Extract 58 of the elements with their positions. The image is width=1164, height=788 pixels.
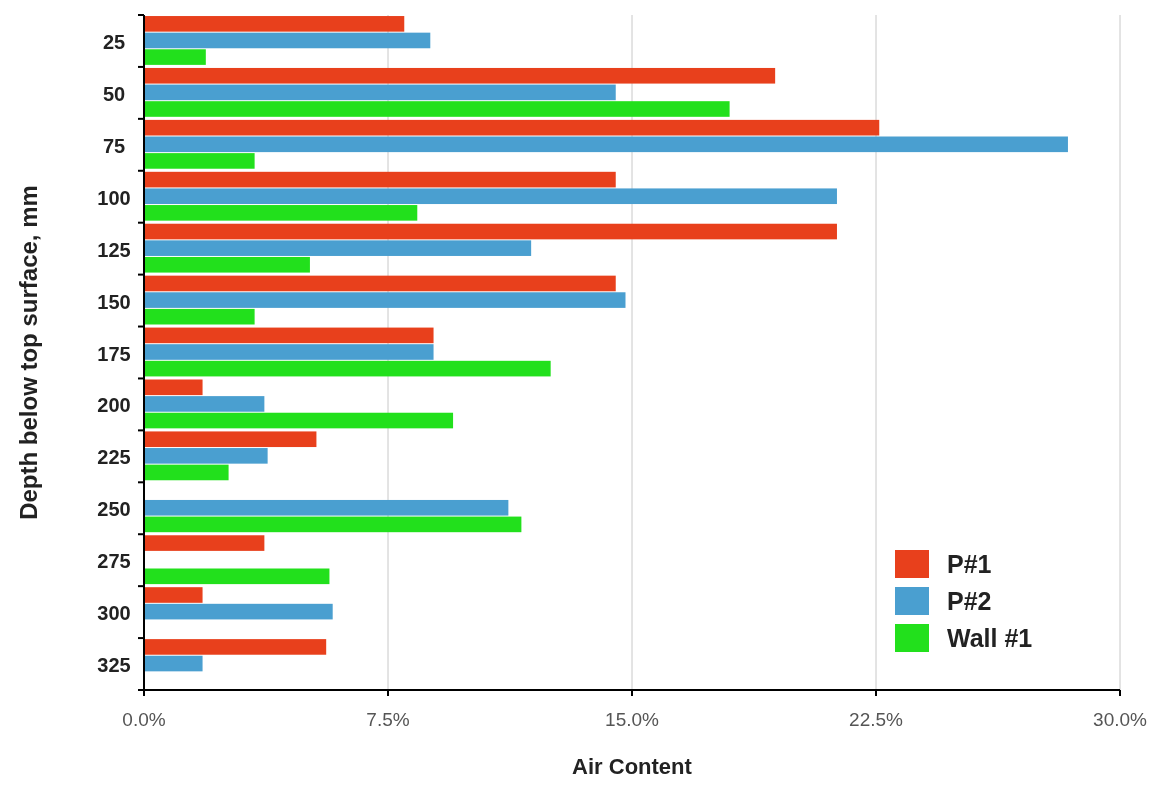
x-tick-label: 30.0% [1093, 709, 1148, 730]
bar [144, 256, 310, 273]
bar [144, 223, 837, 240]
y-axis-title: Depth below top surface, mm [15, 185, 42, 520]
bar [144, 119, 880, 136]
bar [144, 153, 255, 169]
bar [144, 136, 1068, 153]
legend-label: P#2 [947, 587, 992, 615]
legend-label: Wall #1 [947, 624, 1033, 652]
y-tick-label: 50 [102, 82, 126, 105]
x-axis-title: Air Content [572, 754, 693, 779]
y-tick-label: 100 [97, 186, 131, 209]
legend-label: P#1 [947, 550, 992, 578]
bar [144, 240, 532, 256]
bar [144, 396, 265, 412]
bar [144, 84, 616, 101]
y-tick-label: 150 [97, 290, 131, 313]
bar [144, 49, 206, 65]
bar [144, 327, 434, 344]
y-tick-label: 250 [97, 498, 131, 521]
bar [144, 535, 265, 551]
bar [144, 275, 616, 292]
bar [144, 188, 837, 205]
bar [144, 360, 551, 377]
bar [144, 448, 268, 464]
y-tick-label: 200 [97, 394, 131, 417]
bar [144, 308, 255, 325]
y-tick-label: 125 [97, 238, 131, 261]
bar [144, 205, 418, 221]
x-tick-label: 7.5% [366, 709, 410, 730]
bar [144, 464, 229, 481]
y-tick-label: 325 [97, 654, 131, 677]
x-tick-label: 0.0% [122, 709, 166, 730]
y-tick-label: 75 [102, 134, 126, 157]
y-tick-label: 275 [97, 550, 131, 573]
bar [144, 499, 509, 516]
bar [144, 587, 203, 603]
y-tick-label: 25 [102, 30, 126, 53]
bar [144, 412, 454, 429]
bar [144, 639, 327, 655]
bar [144, 171, 616, 188]
bar [144, 16, 405, 32]
bar [144, 32, 431, 49]
bar [144, 101, 730, 117]
bar [144, 655, 203, 672]
bar [144, 379, 203, 396]
x-tick-label: 22.5% [849, 709, 904, 730]
bar [144, 568, 330, 585]
y-tick-label: 300 [97, 602, 131, 625]
bar [144, 516, 522, 533]
bar [144, 344, 434, 360]
y-tick-label: 225 [97, 446, 131, 469]
bar [144, 603, 333, 620]
y-tick-label: 175 [97, 342, 131, 365]
bar [144, 292, 626, 308]
bar [144, 67, 776, 84]
x-tick-label: 15.0% [605, 709, 660, 730]
bar [144, 431, 317, 448]
